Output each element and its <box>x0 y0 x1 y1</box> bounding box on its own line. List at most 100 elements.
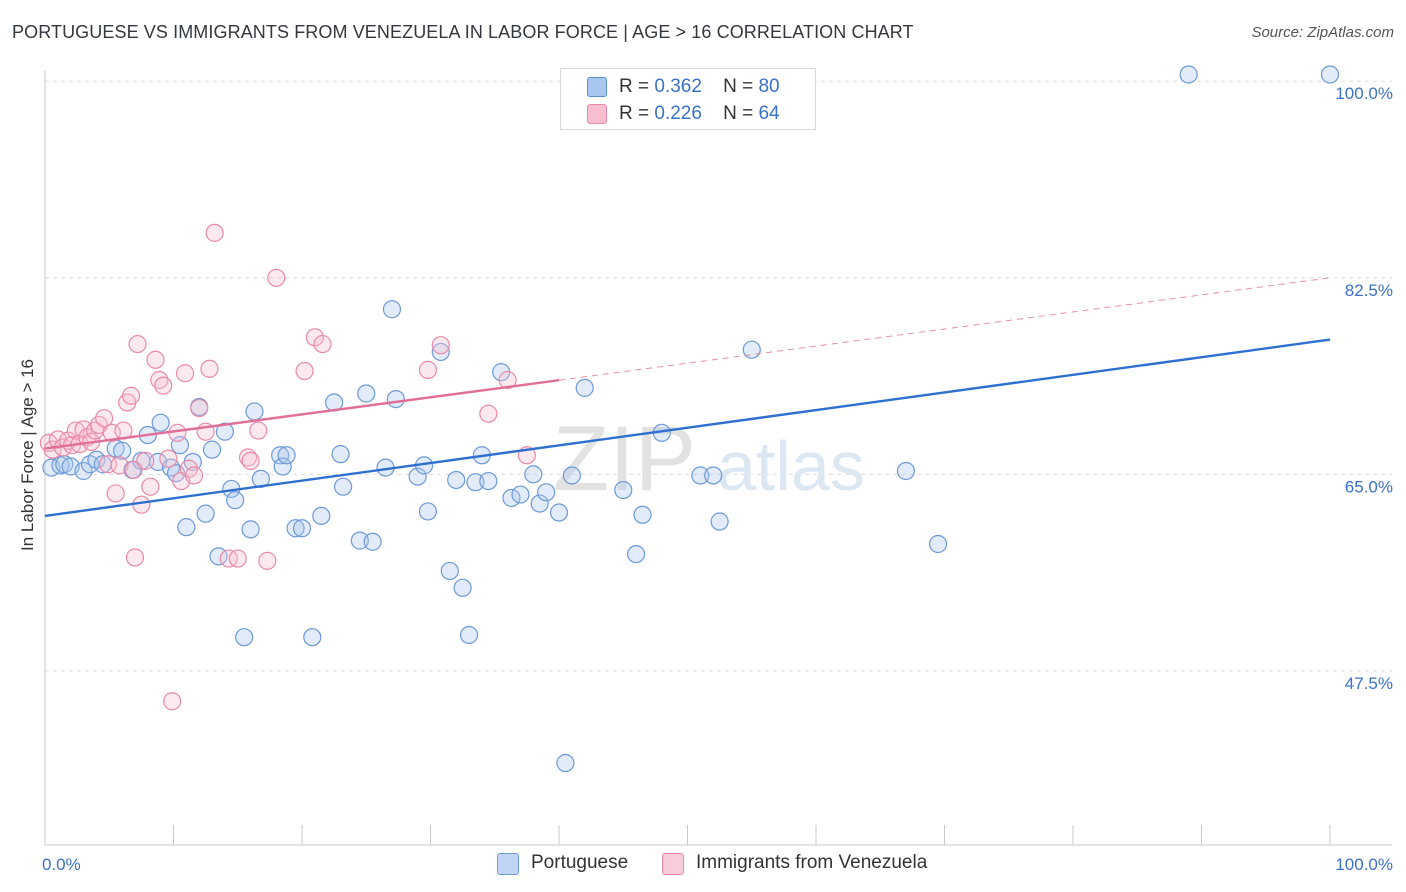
point-venezuela <box>418 360 438 379</box>
point-portuguese <box>331 445 350 464</box>
point-portuguese <box>447 470 466 490</box>
point-portuguese <box>303 628 322 647</box>
x-tick-label-max: 100.0% <box>1335 855 1393 874</box>
point-portuguese <box>440 561 459 581</box>
bottom-legend-label-venezuela: Immigrants from Venezuela <box>696 852 928 873</box>
point-portuguese <box>1320 65 1340 84</box>
source-label: Source: ZipAtlas.com <box>1251 24 1394 41</box>
point-venezuela <box>313 334 332 354</box>
point-portuguese <box>271 446 290 465</box>
legend-n-label: N = <box>723 76 754 97</box>
point-portuguese <box>235 628 254 647</box>
bottom-legend-swatch-venezuela <box>662 853 684 875</box>
point-venezuela <box>431 336 450 355</box>
watermark-zip: ZIP <box>553 408 696 510</box>
point-portuguese <box>408 467 427 486</box>
point-portuguese <box>710 512 729 531</box>
point-portuguese <box>74 461 93 481</box>
point-portuguese <box>479 471 498 491</box>
x-tick-label-min: 0.0% <box>42 855 81 874</box>
point-portuguese <box>245 402 264 421</box>
legend-r-label: R = <box>619 103 650 124</box>
legend-r-label: R = <box>619 76 650 97</box>
point-venezuela <box>136 451 155 470</box>
point-portuguese <box>453 578 472 597</box>
y-tick-label: 65.0% <box>1345 477 1393 496</box>
point-portuguese <box>277 446 296 465</box>
point-portuguese <box>350 531 369 550</box>
point-portuguese <box>928 534 948 554</box>
point-venezuela <box>295 361 314 381</box>
point-portuguese <box>226 491 245 510</box>
legend-r-value: 0.226 <box>654 103 702 124</box>
legend-swatch-portuguese <box>587 77 607 97</box>
point-portuguese <box>633 505 652 524</box>
point-portuguese <box>511 485 530 504</box>
point-venezuela <box>106 484 125 503</box>
point-venezuela <box>200 359 219 378</box>
point-portuguese <box>312 506 331 526</box>
point-portuguese <box>691 466 710 485</box>
watermark-atlas: atlas <box>717 427 865 505</box>
point-portuguese <box>382 300 402 319</box>
point-portuguese <box>524 465 543 484</box>
point-portuguese <box>202 440 222 459</box>
point-venezuela <box>267 268 286 287</box>
point-venezuela <box>498 370 517 390</box>
point-portuguese <box>556 753 575 773</box>
trend-line-venezuela <box>44 379 560 450</box>
bottom-legend-swatch-portuguese <box>497 853 519 875</box>
point-venezuela <box>110 456 129 475</box>
point-portuguese <box>286 519 305 538</box>
y-tick-label: 47.5% <box>1345 674 1393 693</box>
point-venezuela <box>125 548 145 567</box>
point-venezuela <box>154 376 173 395</box>
point-portuguese <box>241 520 260 539</box>
point-portuguese <box>626 544 646 564</box>
point-venezuela <box>128 334 147 354</box>
legend-r-value: 0.362 <box>654 76 702 97</box>
point-portuguese <box>562 466 581 485</box>
point-portuguese <box>273 457 292 476</box>
point-portuguese <box>357 384 376 403</box>
point-portuguese <box>292 519 312 538</box>
point-portuguese <box>549 503 569 522</box>
point-portuguese <box>1179 65 1198 84</box>
bottom-legend-label-portuguese: Portuguese <box>531 852 629 873</box>
point-venezuela <box>205 223 224 242</box>
legend-n-label: N = <box>723 103 754 124</box>
point-portuguese <box>530 494 549 513</box>
point-portuguese <box>363 532 382 551</box>
point-venezuela <box>146 350 165 369</box>
point-portuguese <box>896 461 916 481</box>
legend-n-value: 80 <box>758 76 780 97</box>
point-portuguese <box>215 422 234 441</box>
point-portuguese <box>334 477 353 496</box>
point-portuguese <box>614 480 633 500</box>
point-venezuela <box>175 364 195 383</box>
point-portuguese <box>704 466 723 485</box>
legend-swatch-venezuela <box>587 104 607 124</box>
point-portuguese <box>151 413 170 432</box>
point-venezuela <box>121 386 141 405</box>
point-venezuela <box>66 421 85 440</box>
point-venezuela <box>163 692 182 711</box>
trend-line-venezuela-projection <box>558 277 1331 381</box>
point-venezuela <box>95 409 114 428</box>
stats-legend: R = 0.362 N = 80 R = 0.226 N = 64 <box>560 68 816 130</box>
point-venezuela <box>241 451 260 470</box>
point-venezuela <box>228 549 247 568</box>
point-portuguese <box>459 625 479 645</box>
point-venezuela <box>258 551 277 570</box>
point-venezuela <box>184 466 204 485</box>
point-portuguese <box>466 473 485 492</box>
legend-n-value: 64 <box>758 103 780 124</box>
y-tick-label: 82.5% <box>1345 281 1393 300</box>
point-venezuela <box>102 423 121 442</box>
point-venezuela <box>141 477 160 496</box>
point-portuguese <box>386 389 405 409</box>
point-portuguese <box>537 483 556 502</box>
point-venezuela <box>159 449 178 468</box>
point-portuguese <box>196 504 215 523</box>
